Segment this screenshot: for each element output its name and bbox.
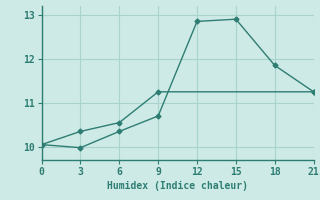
X-axis label: Humidex (Indice chaleur): Humidex (Indice chaleur) <box>107 181 248 191</box>
